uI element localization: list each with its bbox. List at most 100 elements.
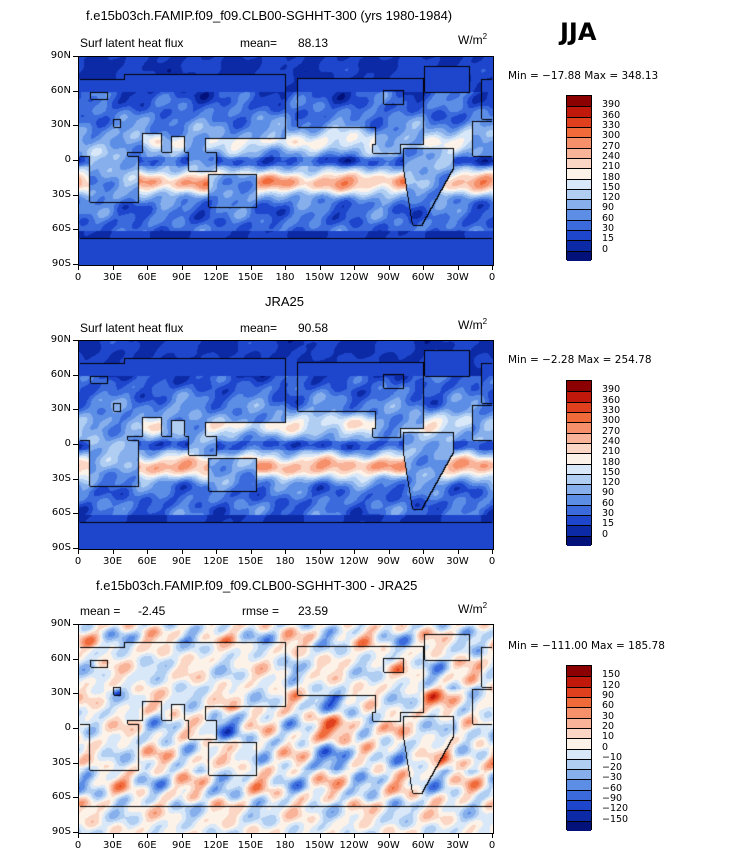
colorbar-label: −10	[602, 751, 623, 763]
lon-tick-label: 60E	[137, 840, 157, 851]
colorbar-swatch	[567, 391, 591, 402]
lon-tick	[112, 265, 114, 270]
colorbar-swatch	[567, 157, 591, 169]
colorbar-label: 30	[602, 223, 615, 235]
colorbar-swatch	[567, 240, 591, 251]
panel-3-units: W/m2	[458, 601, 488, 616]
lon-tick	[457, 265, 459, 270]
lon-tick	[216, 549, 217, 554]
lon-tick-label: 180	[275, 272, 295, 283]
colorbar-label: 0	[602, 243, 609, 255]
lon-tick-label: 120W	[339, 556, 369, 567]
colorbar-swatch	[567, 484, 591, 495]
lon-tick-label: 90E	[171, 840, 192, 851]
lon-tick-label: 0	[488, 556, 496, 567]
colorbar-label: 330	[602, 404, 621, 416]
colorbar-swatch	[567, 209, 591, 220]
panel-2-mean-label: mean=	[240, 321, 278, 335]
lon-tick	[319, 549, 321, 554]
lon-tick	[319, 833, 321, 838]
lon-tick-label: 30W	[446, 840, 469, 851]
panel-3-field-canvas	[79, 625, 493, 833]
lat-tick-label: 60S	[51, 791, 71, 803]
panel-3-colorbar	[566, 665, 592, 831]
lat-tick-label: 0	[64, 438, 71, 449]
panel-1-variable-label: Surf latent heat flux	[80, 36, 184, 50]
lon-tick	[285, 549, 286, 554]
colorbar-label: 150	[602, 669, 621, 681]
colorbar-swatch	[567, 717, 591, 728]
lon-tick	[216, 265, 217, 270]
colorbar-swatch	[567, 411, 591, 423]
lon-tick-label: 90W	[377, 556, 400, 567]
colorbar-swatch	[567, 738, 591, 749]
lon-tick-label: 30E	[102, 556, 123, 567]
lon-tick-label: 120E	[203, 556, 229, 567]
colorbar-swatch	[567, 230, 591, 241]
colorbar-label: −150	[602, 813, 629, 825]
colorbar-swatch	[567, 432, 591, 443]
panel-2-map	[78, 340, 494, 550]
colorbar-label: 300	[602, 415, 621, 427]
colorbar-swatch	[567, 779, 591, 790]
lon-tick	[112, 549, 114, 554]
colorbar-label: 210	[602, 446, 621, 458]
colorbar-label: 30	[602, 508, 615, 520]
panel-1-units: W/m2	[458, 32, 488, 47]
colorbar-swatch	[567, 106, 591, 117]
colorbar-swatch	[567, 686, 591, 697]
colorbar-label: −120	[602, 803, 629, 815]
colorbar-label: 360	[602, 394, 621, 406]
lon-tick	[285, 265, 286, 270]
colorbar-swatch	[567, 453, 591, 464]
colorbar-label: 390	[602, 384, 621, 396]
lat-tick	[73, 832, 78, 833]
panel-1-mean-value: 88.13	[298, 36, 329, 50]
colorbar-swatch	[567, 676, 591, 687]
lon-tick	[388, 549, 390, 554]
lon-tick-label: 90W	[377, 840, 400, 851]
lon-tick	[319, 265, 321, 270]
colorbar-swatch	[567, 820, 591, 831]
panel-2-field-canvas	[79, 341, 493, 549]
lon-tick	[181, 265, 183, 270]
lon-tick	[250, 549, 252, 554]
colorbar-label: 180	[602, 456, 621, 468]
lon-tick	[388, 833, 390, 838]
colorbar-swatch	[567, 748, 591, 759]
colorbar-swatch	[567, 147, 591, 158]
lat-tick	[73, 374, 78, 376]
lon-tick-label: 150W	[305, 840, 334, 851]
colorbar-swatch	[567, 666, 591, 677]
lon-tick-label: 90E	[171, 272, 192, 283]
colorbar-label: −90	[602, 793, 623, 805]
lon-tick	[250, 833, 252, 838]
colorbar-swatch	[567, 442, 591, 454]
panel-2-variable-label: Surf latent heat flux	[80, 321, 184, 335]
colorbar-label: 60	[602, 700, 615, 712]
colorbar-label: 270	[602, 140, 621, 152]
lat-tick-label: 90N	[50, 618, 71, 629]
lat-tick	[73, 658, 78, 660]
lat-tick-label: 30S	[51, 472, 71, 484]
lon-tick-label: 60W	[411, 840, 435, 851]
colorbar-swatch	[567, 116, 591, 127]
panel-2-mean-value: 90.58	[298, 321, 329, 335]
lat-tick	[73, 513, 78, 515]
lon-tick	[181, 549, 183, 554]
lat-tick-label: 30S	[51, 188, 71, 200]
colorbar-label: 360	[602, 109, 621, 121]
lon-tick	[147, 549, 148, 554]
lon-tick	[354, 265, 355, 270]
lat-tick-label: 90N	[50, 334, 71, 345]
lon-tick-label: 0	[74, 840, 82, 851]
colorbar-swatch	[567, 473, 591, 485]
colorbar-swatch	[567, 696, 591, 708]
lon-tick	[354, 549, 355, 554]
colorbar-label: 150	[602, 466, 621, 478]
lat-tick-label: 30N	[50, 687, 71, 699]
colorbar-label: 15	[602, 233, 615, 245]
lat-tick	[73, 444, 78, 445]
lon-tick	[354, 833, 355, 838]
lon-tick-label: 120W	[339, 840, 369, 851]
